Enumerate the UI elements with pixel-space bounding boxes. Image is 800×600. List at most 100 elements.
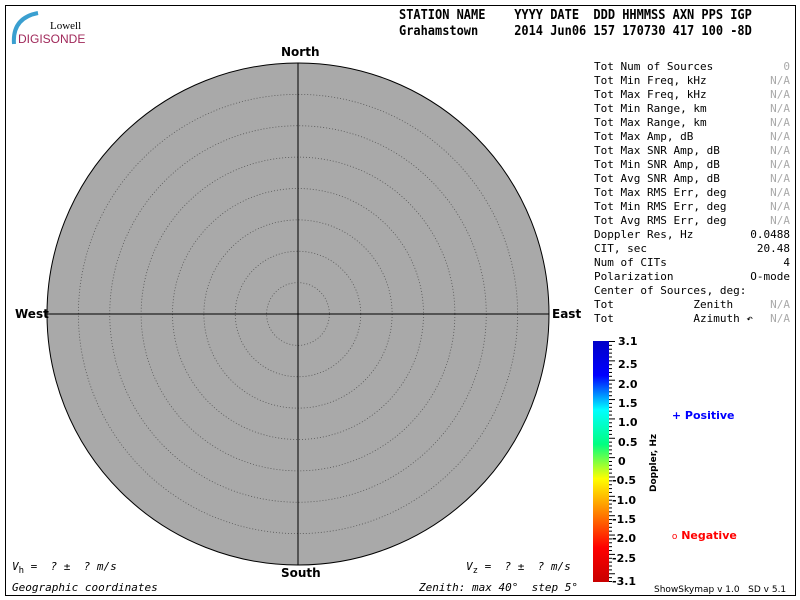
stat-row: Center of Sources, deg: (594, 284, 790, 298)
stat-row: Tot Max SNR Amp, dB N/A (594, 144, 790, 158)
stat-label: Tot Max Freq, kHz (594, 88, 707, 101)
stat-label: Tot Min Freq, kHz (594, 74, 707, 87)
version-label: ShowSkymap v 1.0 SD v 5.1 (654, 585, 787, 595)
colorbar-title: Doppler, Hz (649, 433, 659, 492)
stat-label: Tot Max Amp, dB (594, 130, 694, 143)
stat-row: Tot Max Range, km N/A (594, 116, 790, 130)
stat-row: Tot Zenith N/A (594, 298, 790, 312)
circle-icon: o (671, 532, 678, 542)
stat-value: 4 (783, 256, 790, 269)
stat-value: 0.0488 (750, 228, 790, 241)
colorbar-tick-label: -2.0 (612, 532, 637, 546)
zenith-label: Zenith: max 40° step 5° (419, 581, 578, 594)
stat-value: N/A (770, 130, 790, 143)
colorbar-ticks (609, 341, 615, 582)
logo-text: Lowell (50, 20, 82, 32)
stat-row: Tot Avg SNR Amp, dB N/A (594, 172, 790, 186)
stat-value: N/A (770, 74, 790, 87)
vz-readout: Vz = ? ± ? m/s (466, 560, 571, 576)
colorbar-tick-label: -0.5 (612, 474, 637, 488)
stat-row: Tot Azimuth ↶ N/A (594, 312, 790, 326)
stat-value: N/A (770, 172, 790, 185)
stat-label: Tot Max SNR Amp, dB (594, 144, 720, 157)
legend-positive-label: Positive (684, 409, 735, 422)
logo-brand: DIGISONDE (18, 32, 86, 46)
stat-row: Num of CITs 4 (594, 256, 790, 270)
legend-negative-label: Negative (681, 529, 737, 542)
vh-value: = ? ± ? m/s (24, 560, 117, 573)
stat-value: N/A (770, 158, 790, 171)
colorbar-tick-label: -3.1 (612, 575, 637, 588)
logo-swoosh-icon (11, 11, 39, 45)
stat-label: Tot Zenith (594, 298, 734, 311)
stat-row: Tot Num of Sources 0 (594, 60, 790, 74)
stat-label: Polarization (594, 270, 674, 283)
stat-value: N/A (770, 88, 790, 101)
stat-label: Tot Max RMS Err, deg (594, 186, 727, 199)
stat-value: N/A (770, 186, 790, 199)
colorbar-tick-label: 2.0 (618, 377, 638, 391)
stat-row: Tot Max RMS Err, deg N/A (594, 186, 790, 200)
stat-row: Tot Min Freq, kHz N/A (594, 74, 790, 88)
colorbar-tick-label: 0 (618, 455, 626, 468)
vh-readout: Vh = ? ± ? m/s (12, 560, 117, 576)
stat-row: Tot Min SNR Amp, dB N/A (594, 158, 790, 172)
stat-row: Doppler Res, Hz 0.0488 (594, 228, 790, 242)
stat-value: N/A (770, 214, 790, 227)
stat-label: Tot Min SNR Amp, dB (594, 158, 720, 171)
stat-value: N/A (770, 312, 790, 325)
colorbar-tick-label: -2.5 (612, 551, 637, 565)
stat-value: N/A (770, 144, 790, 157)
south-label: South (281, 566, 321, 580)
stat-value: 0 (783, 60, 790, 73)
header-labels: STATION NAME YYYY DATE DDD HHMMSS AXN PP… (399, 8, 752, 23)
stat-row: Tot Max Amp, dB N/A (594, 130, 790, 144)
stat-value: N/A (770, 102, 790, 115)
plus-icon: + (671, 409, 682, 422)
legend-positive: + Positive (668, 396, 735, 422)
vz-symbol: V (466, 560, 473, 573)
colorbar-tick-label: -1.5 (612, 513, 637, 527)
skymap-plot (46, 62, 550, 566)
stat-label: Doppler Res, Hz (594, 228, 694, 241)
colorbar-tick-label: 0.5 (618, 435, 638, 449)
vz-value: = ? ± ? m/s (478, 560, 571, 573)
stat-label: Tot Min RMS Err, deg (594, 200, 727, 213)
stat-label: Tot Avg SNR Amp, dB (594, 172, 720, 185)
stat-label: Tot Avg RMS Err, deg (594, 214, 727, 227)
west-label: West (15, 307, 49, 321)
stat-value: N/A (770, 116, 790, 129)
north-label: North (281, 45, 320, 59)
coordinates-label: Geographic coordinates (12, 581, 158, 594)
stat-label: Tot Min Range, km (594, 102, 707, 115)
east-label: East (552, 307, 582, 321)
doppler-colorbar (593, 341, 609, 582)
stat-value: N/A (770, 298, 790, 311)
stat-row: Tot Min RMS Err, deg N/A (594, 200, 790, 214)
frame (5, 5, 796, 596)
stat-label: Tot Max Range, km (594, 116, 707, 129)
stat-value: N/A (770, 200, 790, 213)
logo: Lowell DIGISONDE (10, 10, 90, 48)
stat-label: Tot Num of Sources (594, 60, 714, 73)
stat-row: Tot Min Range, km N/A (594, 102, 790, 116)
colorbar-tick-label: 1.0 (618, 416, 638, 430)
colorbar-tick-label: 3.1 (618, 335, 638, 348)
stat-label: Center of Sources, deg: (594, 284, 747, 297)
stat-label: CIT, sec (594, 242, 647, 255)
stat-row: Tot Avg RMS Err, deg N/A (594, 214, 790, 228)
stat-row: CIT, sec 20.48 (594, 242, 790, 256)
legend-negative: o Negative (668, 516, 737, 542)
vh-sub: h (18, 566, 25, 577)
stat-row: Tot Max Freq, kHz N/A (594, 88, 790, 102)
stat-value: 20.48 (756, 242, 790, 255)
colorbar-tick-label: 2.5 (618, 358, 638, 372)
stat-label: Num of CITs (594, 256, 667, 269)
vh-symbol: V (12, 560, 19, 573)
colorbar-tick-label: 1.5 (618, 396, 638, 410)
stat-label: Tot Azimuth ↶ (594, 312, 753, 325)
header-values: Grahamstown 2014 Jun06 157 170730 417 10… (399, 24, 752, 39)
stat-value: O-mode (750, 270, 790, 283)
stat-row: Polarization O-mode (594, 270, 790, 284)
colorbar-tick-label: -1.0 (612, 493, 637, 507)
